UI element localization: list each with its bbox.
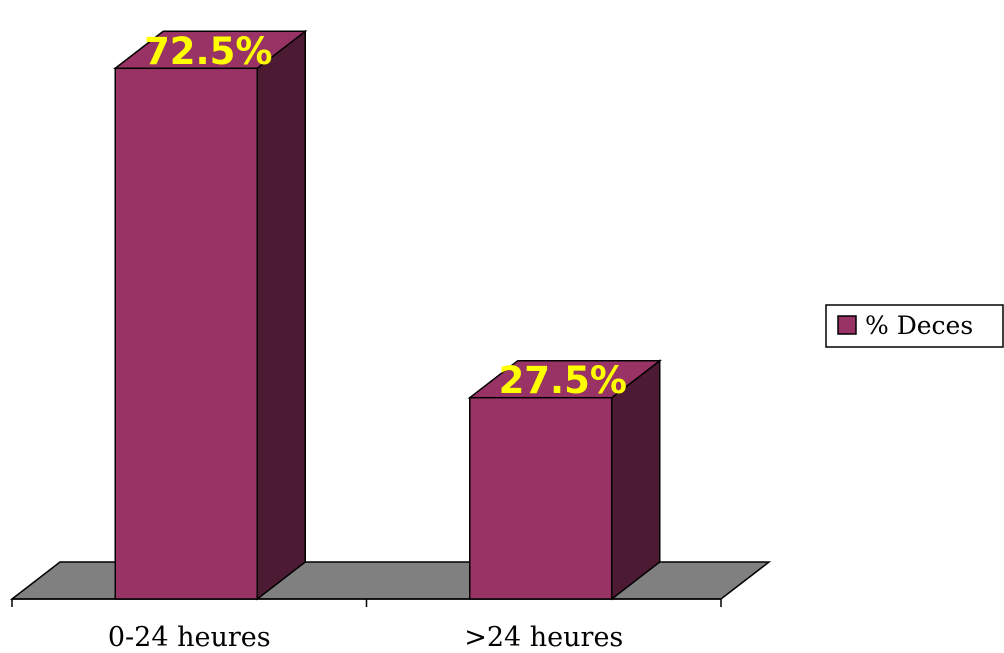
x-axis-ticks bbox=[11, 599, 722, 607]
data-label: 27.5% bbox=[499, 359, 627, 402]
bars bbox=[113, 29, 662, 601]
bar bbox=[113, 29, 308, 601]
legend: % Deces bbox=[825, 304, 1004, 348]
x-axis-tick-labels: 0-24 heures >24 heures bbox=[108, 622, 623, 653]
legend-label: % Deces bbox=[865, 311, 973, 340]
bar-side-face bbox=[256, 29, 306, 601]
data-labels: 72.5% 27.5% bbox=[144, 30, 627, 402]
bar-front-face bbox=[469, 396, 613, 600]
bar-front-face bbox=[114, 67, 258, 600]
x-axis-tick-label: >24 heures bbox=[464, 622, 623, 653]
legend-swatch bbox=[837, 315, 857, 335]
data-label: 72.5% bbox=[144, 30, 272, 73]
bar bbox=[467, 359, 662, 601]
x-axis-tick-label: 0-24 heures bbox=[108, 622, 271, 653]
